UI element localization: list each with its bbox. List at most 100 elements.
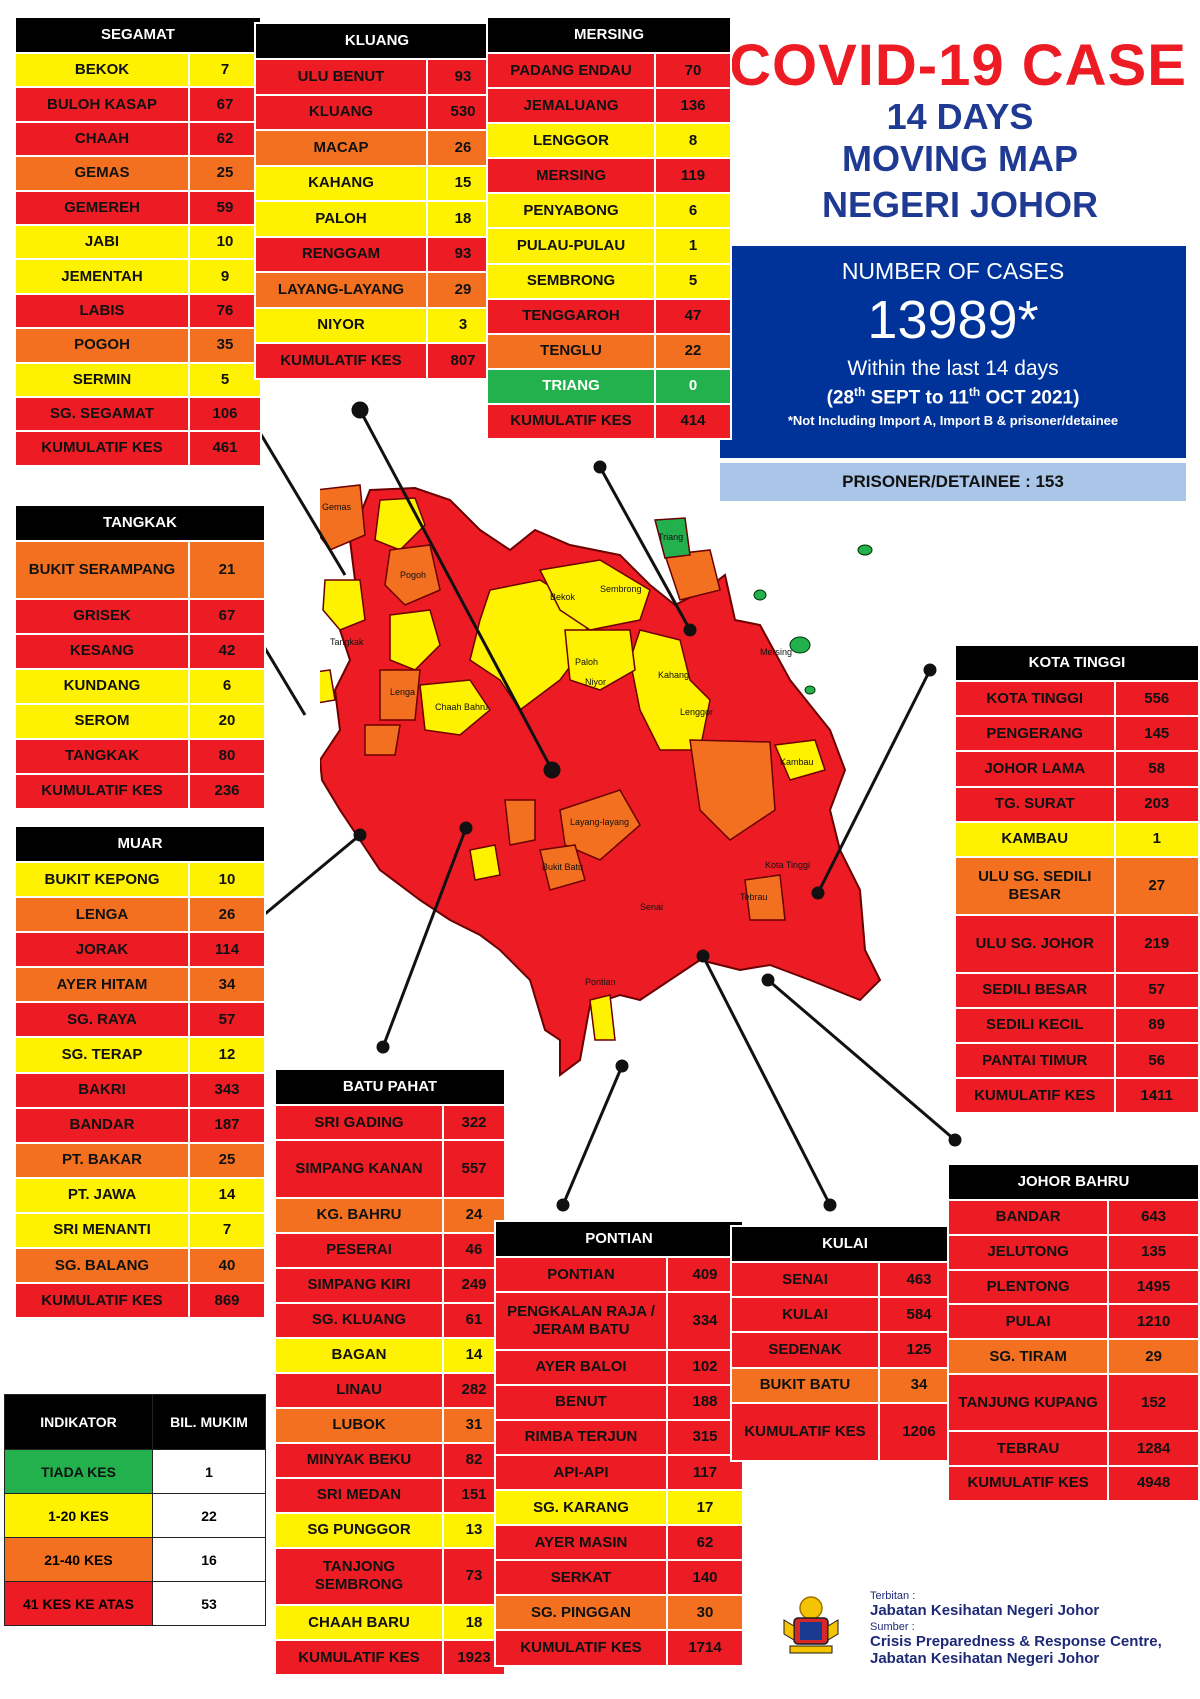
- mukim-row: GRISEK 67: [14, 597, 266, 635]
- mukim-name: SEROM: [14, 702, 190, 740]
- mukim-name: KUMULATIF KES: [486, 402, 656, 441]
- credit-block: Terbitan : Jabatan Kesihatan Negeri Joho…: [870, 1590, 1162, 1667]
- mukim-cases: 1495: [1107, 1268, 1200, 1306]
- mukim-row: BENUT 188: [494, 1383, 744, 1421]
- mukim-row: JELUTONG 135: [946, 1233, 1200, 1271]
- mukim-cases: 20: [188, 702, 266, 740]
- mukim-name: KOTA TINGGI: [954, 679, 1116, 718]
- mukim-cases: 1411: [1113, 1077, 1200, 1115]
- label-pontian: Pontian: [585, 977, 616, 987]
- mukim-name: AYER HITAM: [14, 966, 190, 1004]
- district-table-kota-tinggi: KOTA TINGGI KOTA TINGGI 556 PENGERANG 145 JOH…: [954, 644, 1200, 1115]
- mukim-row: SEDILI KECIL 89: [954, 1006, 1200, 1044]
- district-name: PONTIAN: [494, 1220, 744, 1258]
- mukim-name: SG. TIRAM: [946, 1338, 1110, 1375]
- district-name: SEGAMAT: [14, 16, 262, 54]
- mukim-row: LENGGOR 8: [486, 122, 732, 160]
- mukim-cases: 42: [188, 632, 266, 670]
- leader-pontian: [561, 1065, 624, 1206]
- indicator-header: INDIKATOR: [4, 1394, 153, 1450]
- mukim-row: LABIS 76: [14, 292, 262, 330]
- mukim-row: LINAU 282: [274, 1371, 506, 1409]
- mukim-cases: 8: [654, 122, 732, 160]
- mukim-row: SG. TIRAM 29: [946, 1338, 1200, 1375]
- mukim-row: PENGKALAN RAJA / JERAM BATU 334: [494, 1291, 744, 1351]
- mukim-cases: 557: [442, 1139, 506, 1199]
- mukim-cases: 188: [666, 1383, 744, 1421]
- mukim-row: ULU SG. JOHOR 219: [954, 913, 1200, 974]
- prisoner-detainee: PRISONER/DETAINEE : 153: [720, 463, 1186, 501]
- mukim-cases: 584: [878, 1296, 960, 1334]
- mukim-row: KULAI 584: [730, 1296, 960, 1334]
- mukim-cases: 58: [1113, 750, 1200, 788]
- label-lenga: Lenga: [390, 687, 415, 697]
- district-name: BATU PAHAT: [274, 1068, 506, 1106]
- mukim-name: SRI MEDAN: [274, 1476, 444, 1514]
- mukim-cases: 25: [188, 1141, 266, 1179]
- mukim-name: SG PUNGGOR: [274, 1511, 444, 1549]
- indicator-row: 1-20 KES 22: [4, 1493, 266, 1538]
- mukim-name: BUKIT SERAMPANG: [14, 540, 190, 600]
- mukim-cases: 59: [188, 189, 262, 226]
- mukim-name: KUMULATIF KES: [274, 1639, 444, 1676]
- bil-mukim-header: BIL. MUKIM: [152, 1394, 266, 1450]
- district-name: MUAR: [14, 825, 266, 863]
- mukim-name: ULU BENUT: [254, 58, 428, 96]
- mukim-name: KUMULATIF KES: [14, 430, 190, 467]
- mukim-name: SRI GADING: [274, 1104, 444, 1141]
- mukim-name: KUMULATIF KES: [954, 1077, 1116, 1115]
- label-bekok: Bekok: [550, 592, 576, 602]
- mukim-cases: 6: [188, 667, 266, 705]
- leader-kota-tinggi: [816, 669, 932, 894]
- mukim-cases: 25: [188, 155, 262, 192]
- mukim-name: PENYABONG: [486, 192, 656, 230]
- mukim-name: PESERAI: [274, 1231, 444, 1269]
- label-layang: Layang-layang: [570, 817, 629, 827]
- mukim-name: PENGERANG: [954, 715, 1116, 753]
- mukim-row: KUMULATIF KES 1923: [274, 1639, 506, 1676]
- mukim-name: LENGA: [14, 896, 190, 934]
- mukim-cases: 34: [188, 966, 266, 1004]
- region-lenga: [379, 669, 421, 721]
- label-mersing: Mersing: [760, 647, 792, 657]
- label-niyor: Niyor: [585, 677, 606, 687]
- mukim-cases: 0: [654, 367, 732, 405]
- mukim-name: BANDAR: [946, 1199, 1110, 1236]
- district-name: KLUANG: [254, 22, 500, 60]
- mukim-name: KUMULATIF KES: [14, 772, 190, 810]
- mukim-row: ULU BENUT 93: [254, 58, 500, 96]
- mukim-row: KLUANG 530: [254, 93, 500, 131]
- mukim-name: BANDAR: [14, 1106, 190, 1144]
- indicator-row: 41 KES KE ATAS 53: [4, 1581, 266, 1626]
- indicator-label: 41 KES KE ATAS: [4, 1581, 153, 1626]
- sumber-line-2: Jabatan Kesihatan Negeri Johor: [870, 1650, 1100, 1667]
- mukim-row: KUMULATIF KES 1206: [730, 1401, 960, 1462]
- label-lenggor: Lenggor: [680, 707, 713, 717]
- district-table-batu-pahat: BATU PAHAT SRI GADING 322 SIMPANG KANAN 557 K…: [274, 1068, 506, 1676]
- indicator-label: 1-20 KES: [4, 1493, 153, 1538]
- title-line-2: MOVING MAP: [841, 138, 1078, 179]
- mukim-row: PADANG ENDAU 70: [486, 51, 732, 90]
- mukim-cases: 62: [188, 120, 262, 158]
- mukim-row: TG. SURAT 203: [954, 785, 1200, 823]
- mukim-cases: 414: [654, 402, 732, 441]
- mukim-row: KUNDANG 6: [14, 667, 266, 705]
- mukim-name: SG. SEGAMAT: [14, 395, 190, 433]
- indicator-label: TIADA KES: [4, 1449, 153, 1494]
- mukim-row: KUMULATIF KES 807: [254, 342, 500, 380]
- mukim-row: BANDAR 643: [946, 1199, 1200, 1236]
- mukim-row: KUMULATIF KES 1714: [494, 1629, 744, 1667]
- mukim-row: BAGAN 14: [274, 1336, 506, 1374]
- mukim-row: PALOH 18: [254, 200, 500, 238]
- mukim-cases: 1206: [878, 1401, 960, 1462]
- mukim-cases: 135: [1107, 1233, 1200, 1271]
- mukim-name: ULU SG. JOHOR: [954, 913, 1116, 974]
- mukim-name: KESANG: [14, 632, 190, 670]
- region-bukit-batu: [539, 844, 586, 891]
- district-name: KULAI: [730, 1225, 960, 1263]
- mukim-row: KESANG 42: [14, 632, 266, 670]
- label-kota-tinggi: Kota Tinggi: [765, 860, 810, 870]
- mukim-cases: 461: [188, 430, 262, 467]
- mukim-cases: 34: [878, 1366, 960, 1404]
- mukim-name: LINAU: [274, 1371, 444, 1409]
